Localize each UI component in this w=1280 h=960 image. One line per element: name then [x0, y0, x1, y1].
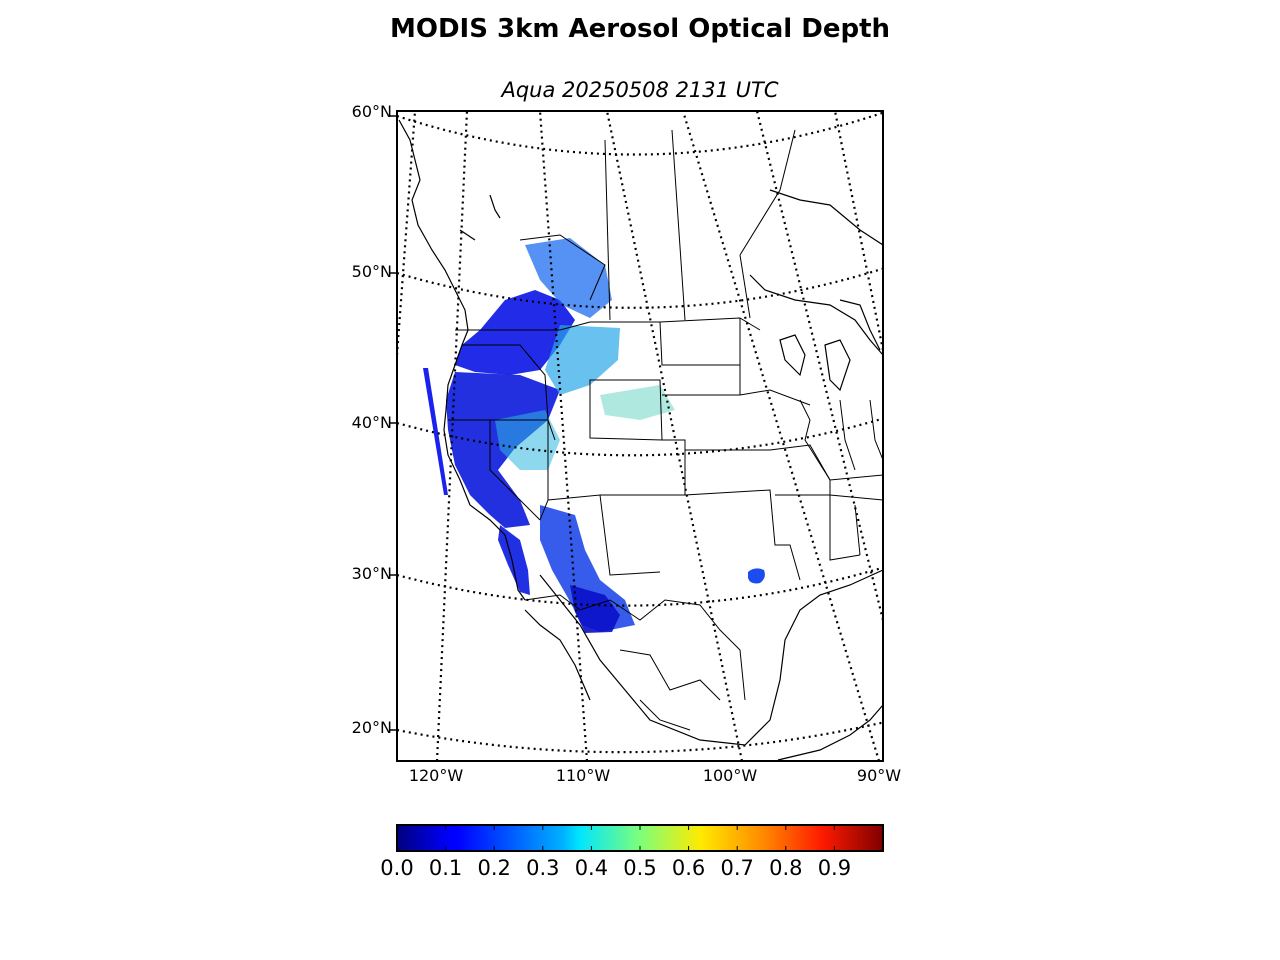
- colorbar-tick-label: 0.4: [574, 856, 609, 880]
- aod-scatter-colorado: [600, 385, 675, 420]
- lat-label-50: 50°N: [351, 262, 392, 281]
- aod-region-intermountain-west: [545, 325, 620, 395]
- colorbar-tick-label: 0.2: [477, 856, 511, 880]
- axis-ticks: [390, 115, 397, 731]
- colorbar-tick-label: 0.6: [671, 856, 706, 880]
- map-frame: [396, 110, 884, 762]
- province-borders: [519, 129, 796, 321]
- aod-region-great-basin: [495, 410, 560, 470]
- mexico-borders: [524, 594, 746, 731]
- graticule: [397, 111, 883, 761]
- map-title: MODIS 3km Aerosol Optical Depth: [389, 14, 891, 44]
- colorbar-ticks: [445, 825, 835, 851]
- coastlines: [398, 119, 883, 761]
- colorbar-tick-label: 0.3: [526, 856, 560, 880]
- state-borders: [448, 317, 883, 581]
- aod-region-texas-patch: [748, 568, 765, 584]
- aod-swath-edge: [423, 368, 448, 495]
- lat-label-20: 20°N: [351, 718, 392, 737]
- aod-region-northern-rockies: [525, 238, 612, 318]
- aod-data-layer: [423, 238, 765, 633]
- colorbar-tick-label: 0.9: [817, 856, 852, 880]
- map-subtitle: Aqua 20250508 2131 UTC: [501, 78, 779, 102]
- colorbar-tick-label: 0.1: [428, 856, 463, 880]
- colorbar-tick-label: 0.5: [623, 856, 657, 880]
- aod-region-pacific-northwest: [455, 290, 575, 375]
- lon-label-120w: 120°W: [408, 766, 464, 785]
- colorbar-tick-label: 0.7: [720, 856, 754, 880]
- lon-label-110w: 110°W: [555, 766, 611, 785]
- aod-region-baja-coast: [498, 525, 530, 595]
- colorbar-tick-label: 0.8: [769, 856, 803, 880]
- aod-region-sonora: [570, 585, 620, 633]
- lat-label-60: 60°N: [351, 102, 392, 121]
- colorbar: [396, 824, 884, 852]
- lon-label-90w: 90°W: [856, 766, 902, 785]
- colorbar-tick-label: 0.0: [380, 856, 414, 880]
- lon-label-100w: 100°W: [702, 766, 758, 785]
- lat-label-30: 30°N: [351, 564, 392, 583]
- lat-label-40: 40°N: [351, 413, 392, 432]
